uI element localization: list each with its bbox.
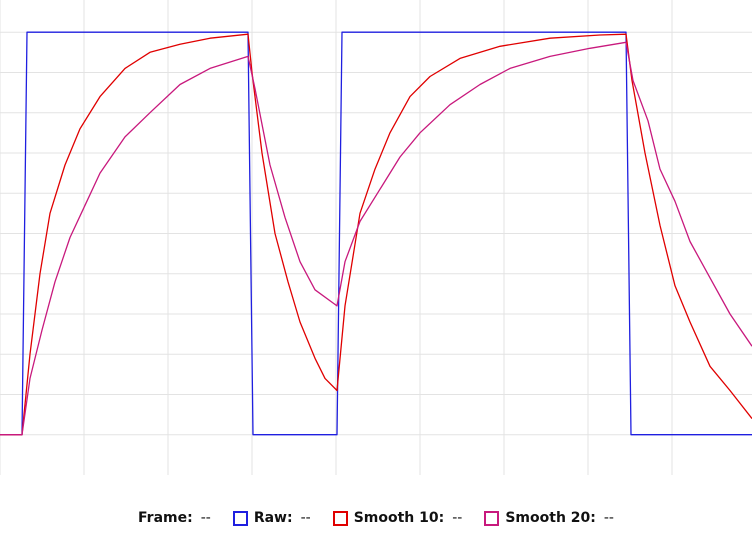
line-chart — [0, 0, 752, 475]
legend-raw[interactable]: Raw: -- — [232, 510, 311, 526]
legend-frame-label: Frame: — [138, 510, 193, 526]
chart-series-layer — [0, 31, 752, 436]
legend-smooth10-swatch — [332, 510, 348, 526]
legend-raw-swatch — [232, 510, 248, 526]
series-line-smooth-20 — [0, 41, 752, 436]
legend-raw-value: -- — [300, 510, 311, 526]
legend-smooth20-value: -- — [603, 510, 614, 526]
legend-smooth20-swatch — [484, 510, 500, 526]
legend-smooth20[interactable]: Smooth 20: -- — [484, 510, 614, 526]
chart-legend: Frame: -- Raw: -- Smooth 10: -- Smooth 2… — [0, 504, 752, 532]
legend-smooth10-value: -- — [452, 510, 463, 526]
legend-frame-value: -- — [200, 510, 211, 526]
legend-smooth20-label: Smooth 20: — [505, 510, 596, 526]
legend-smooth10[interactable]: Smooth 10: -- — [332, 510, 463, 526]
series-line-smooth-10 — [0, 33, 752, 436]
legend-smooth10-label: Smooth 10: — [353, 510, 445, 526]
series-line-raw — [0, 31, 752, 436]
chart-grid — [0, 0, 752, 475]
legend-frame: Frame: -- — [138, 510, 211, 526]
legend-raw-label: Raw: — [253, 510, 293, 526]
